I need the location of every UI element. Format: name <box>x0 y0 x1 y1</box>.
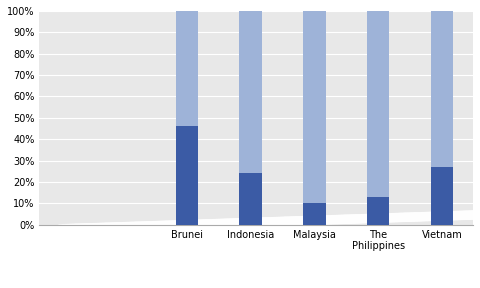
Bar <box>240 173 262 225</box>
Bar <box>303 203 325 225</box>
Bar <box>303 11 325 203</box>
Bar <box>431 11 453 167</box>
Bar <box>240 11 262 173</box>
Bar <box>367 197 389 225</box>
Bar <box>176 126 198 225</box>
Bar <box>431 167 453 225</box>
Bar <box>176 11 198 126</box>
Bar <box>367 11 389 197</box>
